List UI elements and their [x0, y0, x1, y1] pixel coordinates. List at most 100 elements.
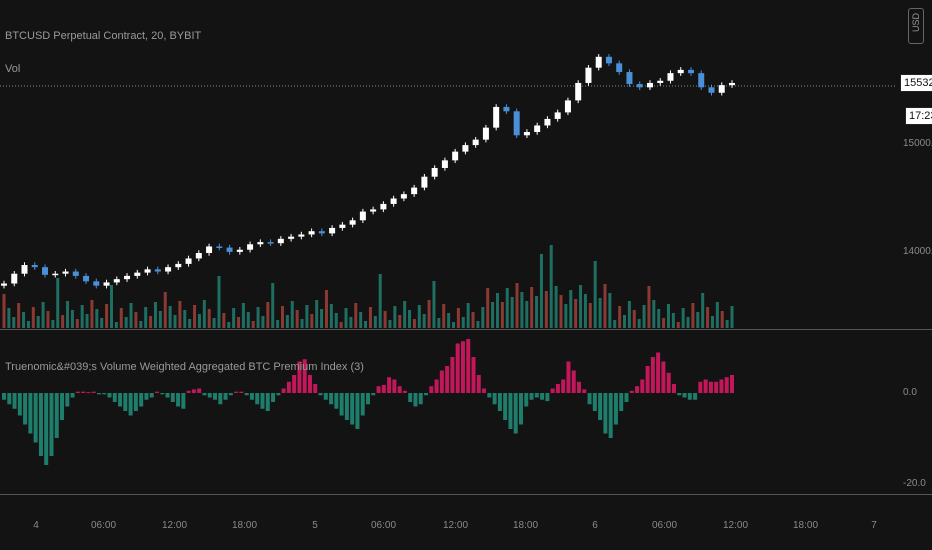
volume-bar: [442, 304, 446, 328]
premium-bar: [661, 361, 666, 393]
premium-bar: [508, 393, 513, 429]
volume-bar: [144, 307, 148, 328]
price-candle: [124, 275, 131, 280]
volume-bar: [100, 318, 104, 328]
volume-bar: [378, 274, 382, 328]
price-candle: [411, 187, 418, 195]
premium-bar: [176, 393, 181, 407]
volume-bar: [197, 314, 201, 328]
price-candle: [42, 267, 49, 275]
premium-bar: [471, 357, 476, 393]
premium-bar: [381, 384, 386, 393]
premium-bar: [281, 388, 286, 393]
volume-bar: [139, 321, 143, 328]
price-candle: [482, 127, 489, 140]
premium-bar: [265, 393, 270, 411]
volume-bar: [706, 307, 710, 328]
volume-bar: [163, 292, 167, 328]
premium-bar: [2, 393, 6, 400]
premium-bar: [540, 393, 545, 400]
premium-bar: [650, 357, 655, 393]
premium-bar: [60, 393, 65, 420]
volume-bar: [315, 300, 319, 328]
price-candle: [1, 283, 7, 286]
price-candle: [493, 106, 500, 128]
volume-bar: [632, 310, 636, 328]
currency-unit-button[interactable]: USD: [908, 8, 924, 44]
volume-bar: [520, 292, 524, 328]
premium-bar: [582, 389, 587, 393]
price-candle: [575, 82, 582, 101]
premium-bar: [181, 393, 186, 409]
time-tick: 06:00: [652, 520, 678, 531]
price-candle: [11, 273, 18, 284]
premium-bar: [524, 393, 529, 407]
price-candle: [605, 56, 612, 64]
premium-bar: [603, 393, 608, 434]
volume-bar: [368, 307, 372, 328]
premium-bar: [170, 393, 175, 402]
volume-bar: [491, 302, 495, 328]
price-candle: [103, 282, 110, 286]
premium-bar: [571, 370, 576, 393]
price-candle: [195, 253, 202, 259]
volume-bar: [388, 320, 392, 328]
volume-bar: [46, 311, 50, 328]
premium-bar: [550, 388, 555, 393]
volume-bar: [447, 313, 451, 328]
time-tick: 18:00: [513, 520, 539, 531]
premium-bar: [107, 393, 112, 398]
volume-bar: [535, 296, 539, 328]
premium-bar: [424, 393, 429, 396]
price-candle: [257, 242, 264, 245]
volume-bar: [271, 283, 275, 328]
volume-bar: [544, 291, 548, 328]
premium-bar: [492, 393, 497, 405]
price-candle: [329, 227, 336, 234]
volume-bar: [188, 319, 192, 328]
premium-bar: [118, 393, 123, 407]
volume-bar: [90, 300, 94, 328]
indicator-tick-0: 0.0: [903, 387, 917, 398]
premium-bar: [487, 393, 492, 398]
premium-bar: [439, 370, 444, 393]
premium-bar: [313, 384, 318, 393]
premium-bar: [339, 393, 344, 416]
volume-bar: [31, 307, 35, 328]
volume-bar: [61, 315, 65, 328]
price-tick-15000: 15000.0: [903, 138, 932, 149]
premium-bar: [202, 393, 207, 396]
price-candle: [339, 224, 346, 228]
volume-bar: [276, 320, 280, 328]
volume-bar: [515, 283, 519, 328]
volume-bar: [85, 314, 89, 328]
price-tick-14000: 14000.0: [903, 246, 932, 257]
price-candle: [677, 69, 684, 74]
volume-bar: [671, 313, 675, 328]
premium-bar: [371, 393, 376, 396]
price-candle: [544, 118, 551, 126]
premium-bar: [366, 393, 370, 405]
volume-bar: [461, 317, 465, 328]
price-candle: [729, 82, 735, 86]
premium-bar: [640, 379, 645, 393]
volume-bar: [642, 305, 646, 328]
premium-bar: [476, 375, 481, 393]
volume-bar: [549, 245, 553, 328]
volume-bar: [559, 295, 563, 328]
time-tick: 4: [33, 520, 39, 531]
volume-bar: [662, 318, 666, 328]
volume-bar: [701, 293, 705, 328]
volume-bar: [681, 308, 685, 328]
price-candle: [421, 176, 428, 188]
volume-bar: [603, 284, 607, 328]
volume-bar: [579, 285, 583, 328]
volume-bar: [17, 303, 21, 328]
price-candle: [318, 231, 325, 234]
premium-bar: [133, 393, 138, 411]
volume-bar: [41, 302, 45, 328]
premium-bar: [534, 393, 539, 398]
price-candle: [380, 203, 387, 210]
time-tick: 12:00: [723, 520, 749, 531]
